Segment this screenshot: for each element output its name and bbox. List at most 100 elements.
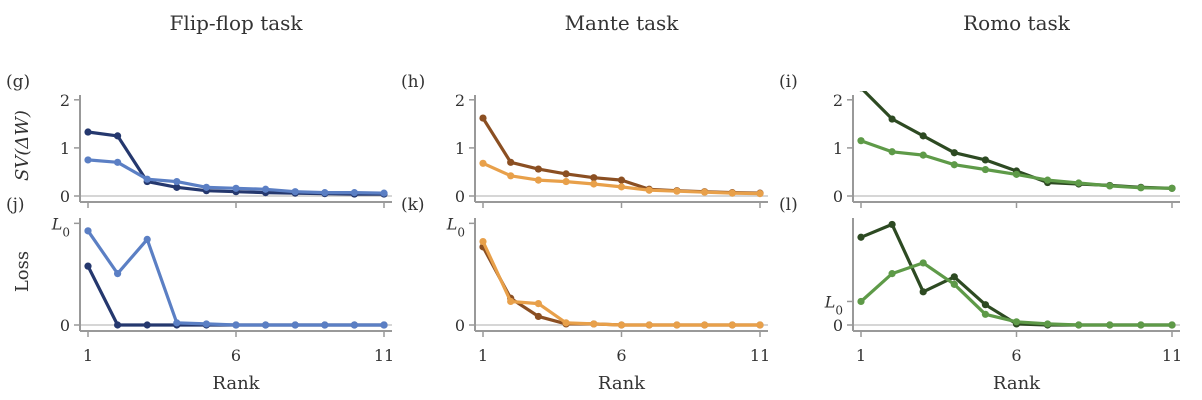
point-l-1-4 [981, 310, 990, 318]
point-i-1-8 [1106, 182, 1114, 190]
point-i-1-6 [1044, 176, 1052, 184]
x-tick-label-l-1: 6 [1011, 346, 1021, 365]
y-tick-label-h-0: 0 [455, 187, 465, 206]
point-l-1-6 [1044, 320, 1052, 328]
point-h-0-5 [617, 176, 626, 184]
point-i-1-10 [1168, 184, 1176, 192]
x-tick-label-l-2: 11 [1162, 346, 1182, 365]
point-j-0-2 [143, 321, 151, 329]
point-k-0-2 [534, 312, 543, 321]
point-g-1-0 [84, 156, 92, 164]
x-tick-label-k-2: 11 [750, 346, 770, 365]
point-l-0-2 [919, 288, 927, 296]
point-j-1-8 [321, 321, 329, 329]
point-i-1-2 [919, 151, 927, 159]
y-tick-label-i-2: 2 [833, 91, 843, 110]
point-l-1-1 [888, 270, 896, 278]
point-i-0-2 [919, 132, 927, 140]
x-tick-label-k-0: 1 [478, 346, 488, 365]
point-i-1-9 [1137, 184, 1145, 192]
point-j-1-0 [84, 227, 92, 235]
x-axis-label-k: Rank [598, 373, 646, 394]
point-g-1-10 [380, 189, 388, 197]
x-axis-label-l: Rank [993, 373, 1041, 394]
point-h-1-9 [728, 189, 736, 197]
x-tick-label-l-0: 1 [856, 346, 866, 365]
point-l-0-0 [857, 233, 865, 241]
point-h-1-6 [645, 186, 653, 194]
point-h-1-1 [507, 172, 515, 180]
point-h-0-4 [590, 174, 598, 182]
point-k-1-0 [479, 237, 487, 246]
point-l-1-7 [1075, 321, 1083, 329]
point-i-0-4 [981, 156, 990, 164]
point-l-0-3 [950, 273, 958, 281]
point-i-1-3 [950, 161, 958, 169]
series-line-l-1 [859, 261, 1172, 327]
y-tick-label-l-1: L0 [824, 292, 843, 317]
y-tick-label-h-1: 1 [455, 139, 465, 158]
point-g-1-3 [173, 177, 181, 186]
point-k-1-7 [673, 321, 681, 329]
point-j-0-1 [114, 321, 122, 329]
y-tick-label-k-1: L0 [446, 214, 465, 239]
point-l-0-1 [888, 220, 896, 229]
point-h-1-3 [562, 177, 570, 186]
series-line-i-1 [860, 139, 1173, 190]
column-title-i: Romo task [963, 11, 1071, 35]
point-h-1-0 [479, 159, 487, 167]
point-g-1-4 [202, 183, 210, 191]
point-i-0-1 [888, 115, 896, 123]
point-g-1-1 [114, 158, 122, 166]
point-l-1-9 [1137, 321, 1145, 329]
y-tick-label-k-0: 0 [455, 316, 465, 335]
point-i-1-0 [857, 137, 865, 145]
point-g-1-7 [291, 188, 299, 196]
series-line-k-0 [481, 246, 760, 327]
point-k-1-2 [534, 300, 543, 308]
point-i-1-1 [888, 148, 896, 156]
panel-label-g: (g) [6, 72, 30, 92]
y-tick-label-l-0: 0 [833, 316, 843, 335]
point-g-1-2 [143, 175, 151, 183]
point-k-1-6 [645, 321, 653, 329]
point-k-1-4 [590, 320, 598, 328]
point-i-1-5 [1012, 170, 1021, 178]
y-tick-label-h-2: 2 [455, 91, 465, 110]
series-line-j-0 [86, 265, 384, 327]
series-line-j-1 [86, 229, 384, 327]
point-h-0-3 [562, 170, 570, 178]
point-k-1-10 [756, 321, 764, 329]
point-j-1-5 [232, 321, 240, 329]
series-line-k-1 [481, 240, 760, 327]
panel-label-k: (k) [401, 195, 425, 215]
y-tick-label-g-0: 0 [60, 187, 70, 206]
point-j-1-1 [114, 270, 122, 278]
point-i-0-0 [859, 91, 863, 92]
y-tick-label-j-1: L0 [51, 214, 70, 239]
point-h-1-10 [756, 189, 764, 198]
panel-label-j: (j) [6, 195, 25, 215]
point-j-1-4 [202, 320, 210, 328]
point-l-1-3 [950, 280, 958, 288]
point-j-0-0 [84, 262, 92, 270]
y-tick-label-j-0: 0 [60, 316, 70, 335]
point-g-0-0 [84, 128, 92, 136]
point-j-1-3 [173, 319, 181, 327]
panel-label-i: (i) [779, 72, 798, 92]
y-axis-label-j: Loss [12, 251, 33, 292]
panel-label-h: (h) [401, 72, 425, 92]
series-line-l-0 [860, 222, 1172, 327]
point-j-1-6 [262, 321, 270, 329]
point-j-1-7 [291, 321, 299, 329]
point-k-1-3 [562, 319, 570, 327]
point-k-1-8 [701, 321, 709, 329]
point-g-1-5 [232, 184, 240, 192]
point-l-1-0 [857, 297, 865, 306]
point-j-1-2 [143, 235, 151, 243]
point-h-0-2 [534, 165, 543, 173]
y-axis-label-g: SV(ΔW) [12, 110, 33, 181]
point-l-1-5 [1012, 318, 1021, 326]
point-g-1-9 [350, 189, 358, 197]
